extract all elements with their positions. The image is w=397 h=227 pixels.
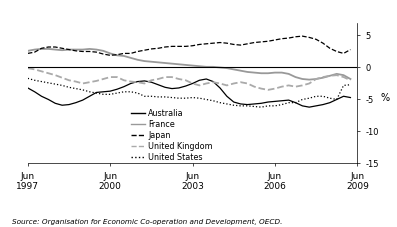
Y-axis label: %: % bbox=[380, 93, 389, 103]
Text: Source: Organisation for Economic Co-operation and Development, OECD.: Source: Organisation for Economic Co-ope… bbox=[12, 219, 282, 225]
Legend: Australia, France, Japan, United Kingdom, United States: Australia, France, Japan, United Kingdom… bbox=[131, 109, 213, 162]
